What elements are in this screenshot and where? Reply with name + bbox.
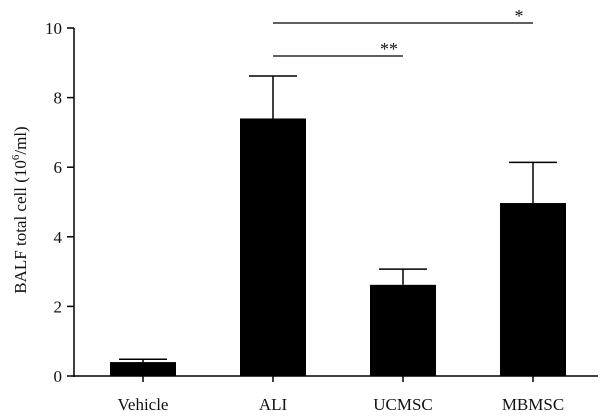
y-tick-label: 10 bbox=[45, 19, 62, 38]
y-tick-label: 4 bbox=[54, 228, 63, 247]
significance-label: ** bbox=[380, 39, 398, 59]
x-axis-labels: Vehicle ALI UCMSC MBMSC bbox=[118, 376, 564, 414]
bars-group bbox=[110, 118, 566, 376]
x-tick-label-ali: ALI bbox=[259, 395, 288, 414]
y-tick-label: 0 bbox=[54, 367, 63, 386]
y-tick-label: 2 bbox=[54, 297, 63, 316]
x-tick-label-vehicle: Vehicle bbox=[118, 395, 169, 414]
error-bars-group bbox=[119, 75, 557, 363]
y-tick-label: 6 bbox=[54, 158, 63, 177]
y-tick-label: 8 bbox=[54, 89, 63, 108]
significance-markers: *** bbox=[273, 6, 533, 59]
bar-ali bbox=[240, 118, 306, 376]
x-tick-label-mbmsc: MBMSC bbox=[502, 395, 564, 414]
significance-label: * bbox=[515, 6, 524, 26]
bar-ucmsc bbox=[370, 284, 436, 376]
bar-mbmsc bbox=[500, 203, 566, 376]
y-axis-title: BALF total cell (106/ml) bbox=[10, 126, 30, 293]
x-tick-label-ucmsc: UCMSC bbox=[373, 395, 433, 414]
bar-vehicle bbox=[110, 362, 176, 376]
